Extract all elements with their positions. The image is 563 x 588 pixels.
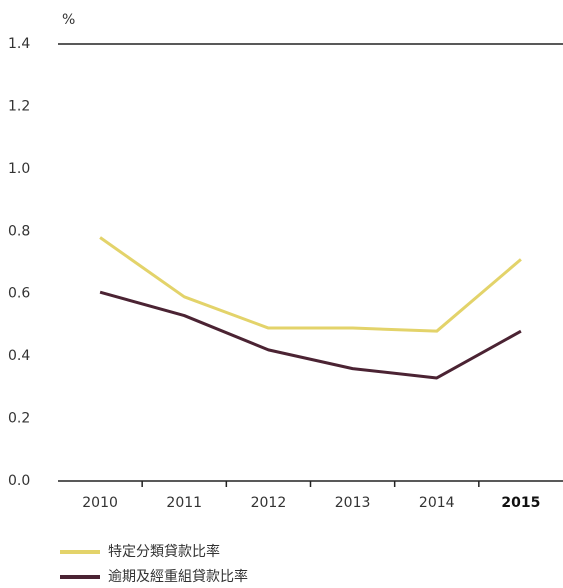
y-tick-label: 0.6: [8, 286, 30, 302]
legend-label: 逾期及經重組貸款比率: [108, 568, 248, 585]
y-tick-label: 0.0: [8, 473, 30, 489]
y-axis-label: %: [62, 12, 75, 28]
x-tick-label: 2014: [419, 495, 455, 511]
x-tick-label: 2013: [335, 495, 371, 511]
y-tick-label: 1.2: [8, 98, 30, 114]
x-tick-label: 2010: [82, 495, 118, 511]
y-tick-label: 1.0: [8, 161, 30, 177]
y-tick-label: 0.8: [8, 223, 30, 239]
y-tick-label: 1.4: [8, 36, 30, 52]
x-tick-label: 2015: [501, 495, 540, 511]
x-tick-label: 2012: [251, 495, 287, 511]
series-line: [99, 236, 522, 333]
legend-label: 特定分類貸款比率: [108, 543, 220, 560]
x-tick-label: 2011: [166, 495, 202, 511]
y-tick-label: 0.4: [8, 348, 30, 364]
y-tick-label: 0.2: [8, 411, 30, 427]
series-line: [99, 290, 522, 380]
